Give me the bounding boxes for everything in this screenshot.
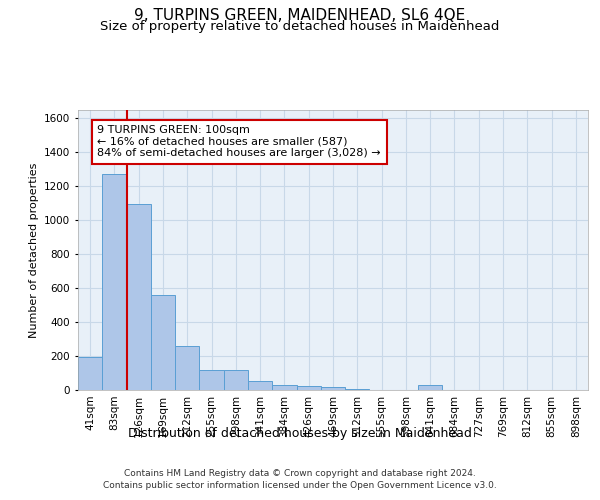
Bar bbox=[224, 370, 248, 390]
Bar bbox=[296, 386, 321, 390]
Bar bbox=[248, 380, 272, 390]
Text: 9, TURPINS GREEN, MAIDENHEAD, SL6 4QE: 9, TURPINS GREEN, MAIDENHEAD, SL6 4QE bbox=[134, 8, 466, 22]
Bar bbox=[272, 385, 296, 390]
Bar bbox=[151, 295, 175, 390]
Text: Size of property relative to detached houses in Maidenhead: Size of property relative to detached ho… bbox=[100, 20, 500, 33]
Bar bbox=[199, 370, 224, 390]
Bar bbox=[418, 385, 442, 390]
Bar bbox=[321, 388, 345, 390]
Y-axis label: Number of detached properties: Number of detached properties bbox=[29, 162, 38, 338]
Bar bbox=[78, 357, 102, 390]
Bar bbox=[345, 389, 370, 390]
Text: Contains HM Land Registry data © Crown copyright and database right 2024.: Contains HM Land Registry data © Crown c… bbox=[124, 469, 476, 478]
Text: Distribution of detached houses by size in Maidenhead: Distribution of detached houses by size … bbox=[128, 428, 472, 440]
Bar bbox=[102, 174, 127, 390]
Text: 9 TURPINS GREEN: 100sqm
← 16% of detached houses are smaller (587)
84% of semi-d: 9 TURPINS GREEN: 100sqm ← 16% of detache… bbox=[97, 126, 381, 158]
Bar bbox=[127, 204, 151, 390]
Text: Contains public sector information licensed under the Open Government Licence v3: Contains public sector information licen… bbox=[103, 481, 497, 490]
Bar bbox=[175, 346, 199, 390]
